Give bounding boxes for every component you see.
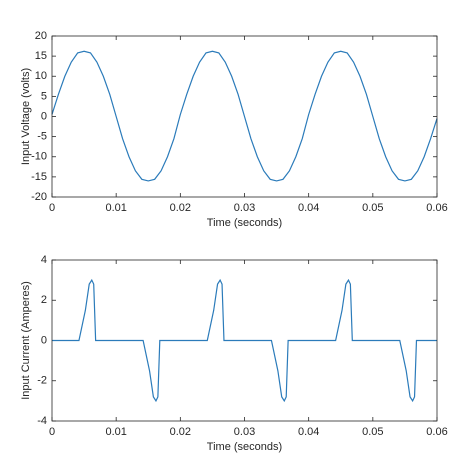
y-tick-label: -5 bbox=[37, 131, 47, 143]
y-tick-label: 2 bbox=[41, 294, 47, 306]
x-tick-label: 0.05 bbox=[362, 426, 383, 438]
x-tick-label: 0.05 bbox=[362, 202, 383, 214]
data-line bbox=[52, 278, 437, 403]
y-tick-label: 0 bbox=[41, 110, 47, 122]
y-tick-label: 4 bbox=[41, 254, 47, 266]
y-tick-label: -2 bbox=[37, 375, 47, 387]
x-axis-label: Time (seconds) bbox=[207, 217, 282, 229]
x-tick-label: 0.03 bbox=[234, 202, 255, 214]
x-tick-label: 0.01 bbox=[105, 426, 126, 438]
axes-frame bbox=[51, 35, 438, 198]
y-axis-label: Input Voltage (volts) bbox=[20, 68, 32, 165]
x-tick-label: 0.06 bbox=[426, 426, 447, 438]
y-tick-label: 15 bbox=[35, 50, 47, 62]
y-tick-label: 10 bbox=[35, 70, 47, 82]
x-tick-label: 0.06 bbox=[426, 202, 447, 214]
x-tick-label: 0.04 bbox=[298, 426, 319, 438]
y-tick-label: -10 bbox=[31, 151, 47, 163]
x-tick-label: 0.01 bbox=[105, 202, 126, 214]
y-tick-label: -20 bbox=[31, 191, 47, 203]
x-tick-label: 0.02 bbox=[170, 426, 191, 438]
y-tick-label: -15 bbox=[31, 171, 47, 183]
y-tick-label: 0 bbox=[41, 334, 47, 346]
x-tick-label: 0.02 bbox=[170, 202, 191, 214]
x-tick-label: 0 bbox=[49, 202, 55, 214]
x-tick-label: 0.04 bbox=[298, 202, 319, 214]
axes-frame bbox=[51, 259, 438, 422]
x-axis-label: Time (seconds) bbox=[207, 441, 282, 453]
y-tick-label: -4 bbox=[37, 415, 47, 427]
data-line bbox=[51, 50, 438, 182]
x-tick-label: 0.03 bbox=[234, 426, 255, 438]
y-tick-label: 5 bbox=[41, 90, 47, 102]
y-tick-label: 20 bbox=[35, 30, 47, 42]
y-axis-label: Input Current (Amperes) bbox=[20, 281, 32, 400]
x-tick-label: 0 bbox=[49, 426, 55, 438]
